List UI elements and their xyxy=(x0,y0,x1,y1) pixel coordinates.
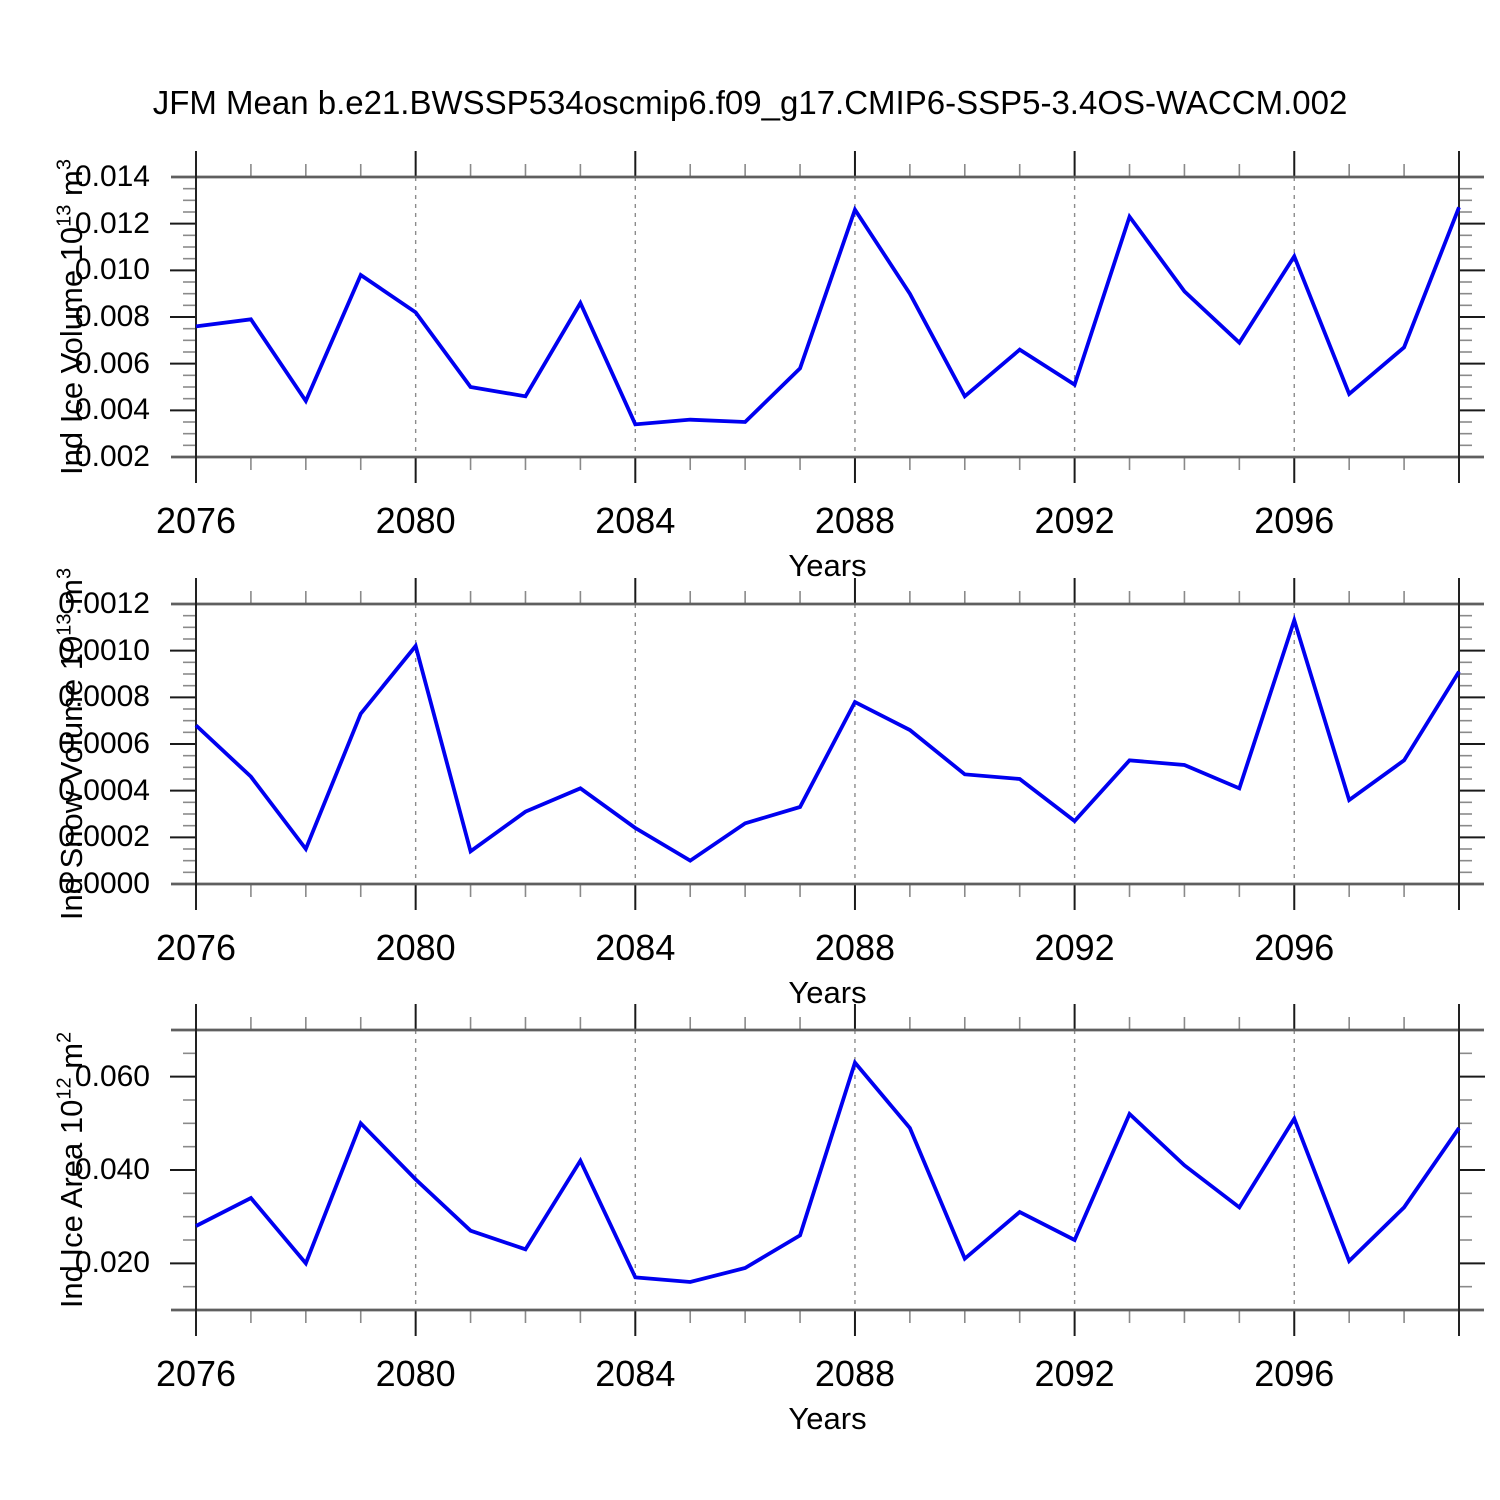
x-tick-label: 2080 xyxy=(375,1353,456,1394)
x-tick-label: 2084 xyxy=(595,1353,676,1394)
x-tick-label: 2092 xyxy=(1034,500,1115,541)
y-tick-label: 0.006 xyxy=(74,346,150,380)
chart-title: JFM Mean b.e21.BWSSP534oscmip6.f09_g17.C… xyxy=(152,84,1348,121)
x-tick-label: 2084 xyxy=(595,927,676,968)
data-line-snow-volume xyxy=(194,614,1461,863)
x-tick-label: 2092 xyxy=(1034,1353,1115,1394)
y-axis-title-superscript: 3 xyxy=(53,567,76,580)
y-axis-title-text: Ind Ice Volume 10 xyxy=(54,226,89,475)
y-tick-label: 0.014 xyxy=(74,160,150,193)
data-line-ice-area xyxy=(195,1058,1461,1284)
y-tick-label: 0.008 xyxy=(74,300,150,333)
x-tick-label: 2076 xyxy=(155,1353,237,1394)
y-axis-title-superscript: 3 xyxy=(53,159,76,171)
y-axis-title-text: m xyxy=(54,170,89,205)
y-axis-title-superscript: 2 xyxy=(53,1031,76,1043)
x-tick-label: 2084 xyxy=(595,500,676,541)
y-axis-title-superscript: 13 xyxy=(53,204,76,227)
x-tick-label: 2080 xyxy=(375,500,456,541)
y-tick-label: 0.0006 xyxy=(58,727,150,760)
y-axis-title-superscript: 12 xyxy=(53,1077,76,1100)
y-tick-label: 0.012 xyxy=(74,206,150,240)
y-tick-label: 0.0000 xyxy=(58,867,150,900)
y-tick-label: 0.0004 xyxy=(58,773,150,807)
y-tick-label: 0.002 xyxy=(74,440,150,473)
x-tick-label: 2088 xyxy=(814,1353,895,1394)
x-tick-label: 2080 xyxy=(375,927,456,968)
y-tick-label: 0.020 xyxy=(74,1246,150,1280)
y-tick-label: 0.0008 xyxy=(58,680,150,714)
x-tick-label: 2092 xyxy=(1034,927,1115,968)
x-tick-label: 2096 xyxy=(1254,500,1335,541)
y-axis-title-text: m xyxy=(54,1042,89,1078)
x-tick-label: 2096 xyxy=(1254,1353,1335,1394)
y-tick-label: 0.060 xyxy=(74,1059,150,1093)
y-tick-label: 0.0010 xyxy=(58,633,150,667)
x-axis-title: Years xyxy=(788,975,867,1010)
y-axis-title-ice-area: Ind Ice Area 1012 m2 xyxy=(54,1032,90,1308)
y-tick-label: 0.0012 xyxy=(58,587,150,620)
y-tick-label: 0.010 xyxy=(74,253,150,287)
x-axis-title: Years xyxy=(788,548,867,583)
y-axis-title-snow-volume: Ind Snow Volume 1013 m3 xyxy=(54,568,90,920)
y-axis-title-superscript: 13 xyxy=(53,613,76,636)
y-axis-title-ice-volume: Ind Ice Volume 1013 m3 xyxy=(54,159,90,475)
y-axis-title-text: m xyxy=(54,579,89,614)
x-tick-label: 2096 xyxy=(1254,927,1335,968)
y-axis-title-text: Ind Ice Area 10 xyxy=(54,1099,89,1309)
y-tick-label: 0.004 xyxy=(74,393,150,427)
y-tick-label: 0.040 xyxy=(74,1153,150,1186)
x-axis-title: Years xyxy=(788,1401,867,1436)
x-tick-label: 2088 xyxy=(814,500,895,541)
x-tick-label: 2076 xyxy=(155,500,237,541)
y-tick-label: 0.0002 xyxy=(58,820,150,854)
y-axis-title-text: Ind Snow Volume 10 xyxy=(54,635,89,921)
x-tick-label: 2088 xyxy=(814,927,895,968)
x-tick-label: 2076 xyxy=(155,927,237,968)
data-line-ice-volume xyxy=(195,205,1461,427)
